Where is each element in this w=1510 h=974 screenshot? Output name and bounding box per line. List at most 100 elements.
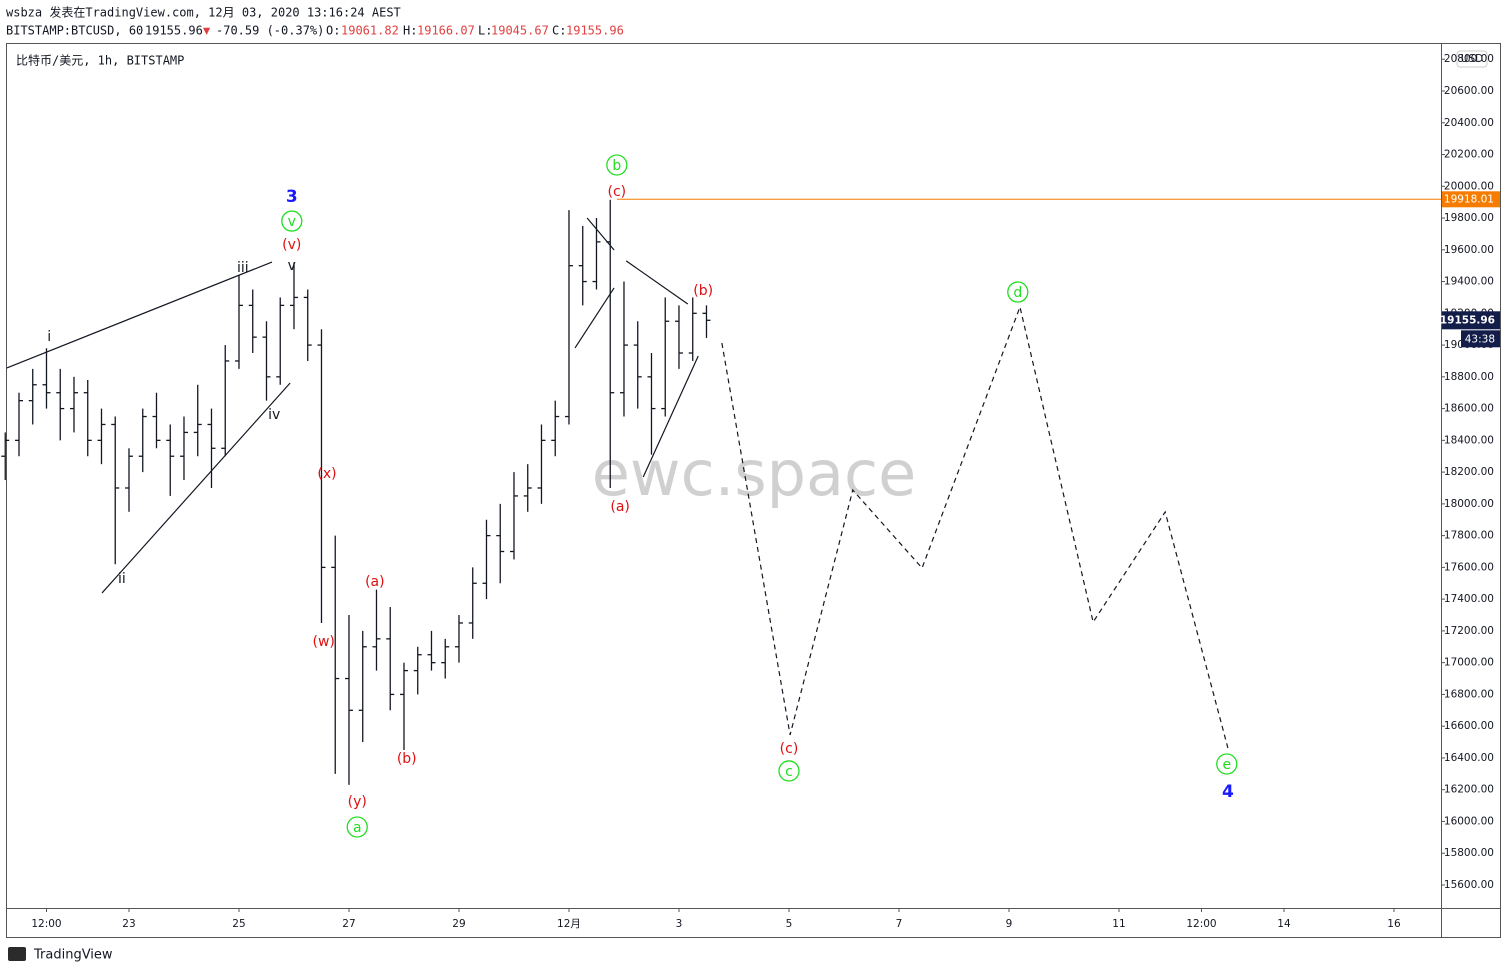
wave-label: d xyxy=(1013,285,1022,301)
level-label: 19918.01 xyxy=(1444,193,1494,205)
header: wsbza 发表在TradingView.com, 12月 03, 2020 1… xyxy=(6,5,624,38)
x-tick-label: 14 xyxy=(1277,918,1291,930)
y-tick-label: 20400.00 xyxy=(1444,117,1494,129)
wave-label: (b) xyxy=(397,751,417,767)
y-tick-label: 19600.00 xyxy=(1444,244,1494,256)
x-tick-label: 29 xyxy=(452,918,465,930)
wave-label: (y) xyxy=(348,794,367,810)
trend-line xyxy=(574,287,615,349)
y-tick-label: 15800.00 xyxy=(1444,847,1494,859)
y-tick-label: 19800.00 xyxy=(1444,212,1494,224)
y-tick-label: 16800.00 xyxy=(1444,688,1494,700)
y-tick-label: 16400.00 xyxy=(1444,752,1494,764)
x-tick-label: 9 xyxy=(1006,918,1013,930)
y-tick-label: 17000.00 xyxy=(1444,657,1494,669)
wave-label: v xyxy=(288,214,296,230)
wave-label: c xyxy=(785,764,793,780)
y-tick-label: 20200.00 xyxy=(1444,149,1494,161)
footer: TradingView xyxy=(8,947,113,963)
y-tick-label: 20600.00 xyxy=(1444,85,1494,97)
y-tick-label: 19400.00 xyxy=(1444,276,1494,288)
last-price-box xyxy=(1442,311,1500,330)
currency-box[interactable] xyxy=(1456,50,1488,68)
x-tick-label: 12月 xyxy=(557,918,581,930)
wave-label: i xyxy=(47,329,51,345)
wave-label: 3 xyxy=(286,187,298,207)
wave-label: (b) xyxy=(693,283,713,299)
c-label: C: xyxy=(552,24,566,38)
y-tick-label: 17600.00 xyxy=(1444,561,1494,573)
wave-circle xyxy=(1216,753,1238,775)
x-tick-label: 12:00 xyxy=(1186,918,1216,930)
wave-label: v xyxy=(288,258,296,274)
wave-label: a xyxy=(353,820,362,836)
wave-label: iii xyxy=(237,260,249,276)
y-tick-label: 18200.00 xyxy=(1444,466,1494,478)
x-tick-label: 27 xyxy=(342,918,355,930)
l-value: 19045.67 xyxy=(491,24,549,38)
last: 19155.96 xyxy=(145,24,203,38)
y-tick-label: 17200.00 xyxy=(1444,625,1494,637)
currency[interactable]: USD xyxy=(1461,53,1483,65)
trend-line xyxy=(642,355,699,478)
x-tick-label: 16 xyxy=(1387,918,1401,930)
wave-circle xyxy=(606,154,628,176)
y-tick-label: 16200.00 xyxy=(1444,784,1494,796)
arrow: ▼ xyxy=(203,24,211,38)
wave-label: (c) xyxy=(780,741,799,757)
level-label-box xyxy=(1442,191,1500,208)
wave-label: (v) xyxy=(282,237,301,253)
y-tick-label: 20800.00 xyxy=(1444,53,1494,65)
wave-label: iv xyxy=(268,407,280,423)
wave-label: 4 xyxy=(1222,782,1234,802)
logo xyxy=(8,947,26,961)
o-value: 19061.82 xyxy=(341,24,399,38)
x-tick-label: 23 xyxy=(122,918,135,930)
wave-circle xyxy=(346,816,368,838)
x-tick-label: 7 xyxy=(896,918,903,930)
x-tick-label: 3 xyxy=(676,918,683,930)
y-tick-label: 18600.00 xyxy=(1444,403,1494,415)
y-tick-label: 18000.00 xyxy=(1444,498,1494,510)
trend-line xyxy=(6,261,273,369)
y-tick-label: 18400.00 xyxy=(1444,434,1494,446)
wave-label: (w) xyxy=(312,634,334,650)
y-tick-label: 15600.00 xyxy=(1444,879,1494,891)
wave-label: (a) xyxy=(610,499,630,515)
y-tick-label: 16600.00 xyxy=(1444,720,1494,732)
wave-label: (a) xyxy=(365,574,385,590)
x-tick-label: 25 xyxy=(232,918,245,930)
trend-line xyxy=(101,382,291,594)
plot: 15600.00 15800.00 16000.00 16200.00 16400.00… xyxy=(1,53,1500,930)
symbol: BITSTAMP:BTCUSD, 60 xyxy=(6,24,143,38)
projection-path xyxy=(721,304,1229,749)
wave-circle xyxy=(778,760,800,782)
y-tick-label: 17400.00 xyxy=(1444,593,1494,605)
wave-label: (c) xyxy=(608,184,627,200)
wave-label: b xyxy=(612,158,621,174)
legend: 比特币/美元, 1h, BITSTAMP xyxy=(16,53,184,68)
y-tick-label: 16000.00 xyxy=(1444,815,1494,827)
trend-line xyxy=(625,260,689,305)
x-tick-label: 12:00 xyxy=(31,918,61,930)
author-line: wsbza 发表在TradingView.com, 12月 03, 2020 1… xyxy=(6,5,401,20)
countdown-box xyxy=(1461,330,1500,348)
wave-circle xyxy=(281,210,303,232)
o-label: O: xyxy=(326,24,340,38)
wave-circle xyxy=(1007,281,1029,303)
wave-label: e xyxy=(1222,757,1231,773)
change: -70.59 (-0.37%) xyxy=(216,24,324,38)
y-tick-label: 17800.00 xyxy=(1444,530,1494,542)
c-value: 19155.96 xyxy=(566,24,624,38)
footer-text: TradingView xyxy=(33,948,113,963)
y-tick-label: 18800.00 xyxy=(1444,371,1494,383)
watermark: ewc.space xyxy=(592,437,917,510)
x-tick-label: 11 xyxy=(1112,918,1125,930)
h-label: H: xyxy=(403,24,417,38)
y-tick-label: 20000.00 xyxy=(1444,180,1494,192)
countdown: 43:38 xyxy=(1465,333,1495,345)
wave-label: (x) xyxy=(317,466,336,482)
